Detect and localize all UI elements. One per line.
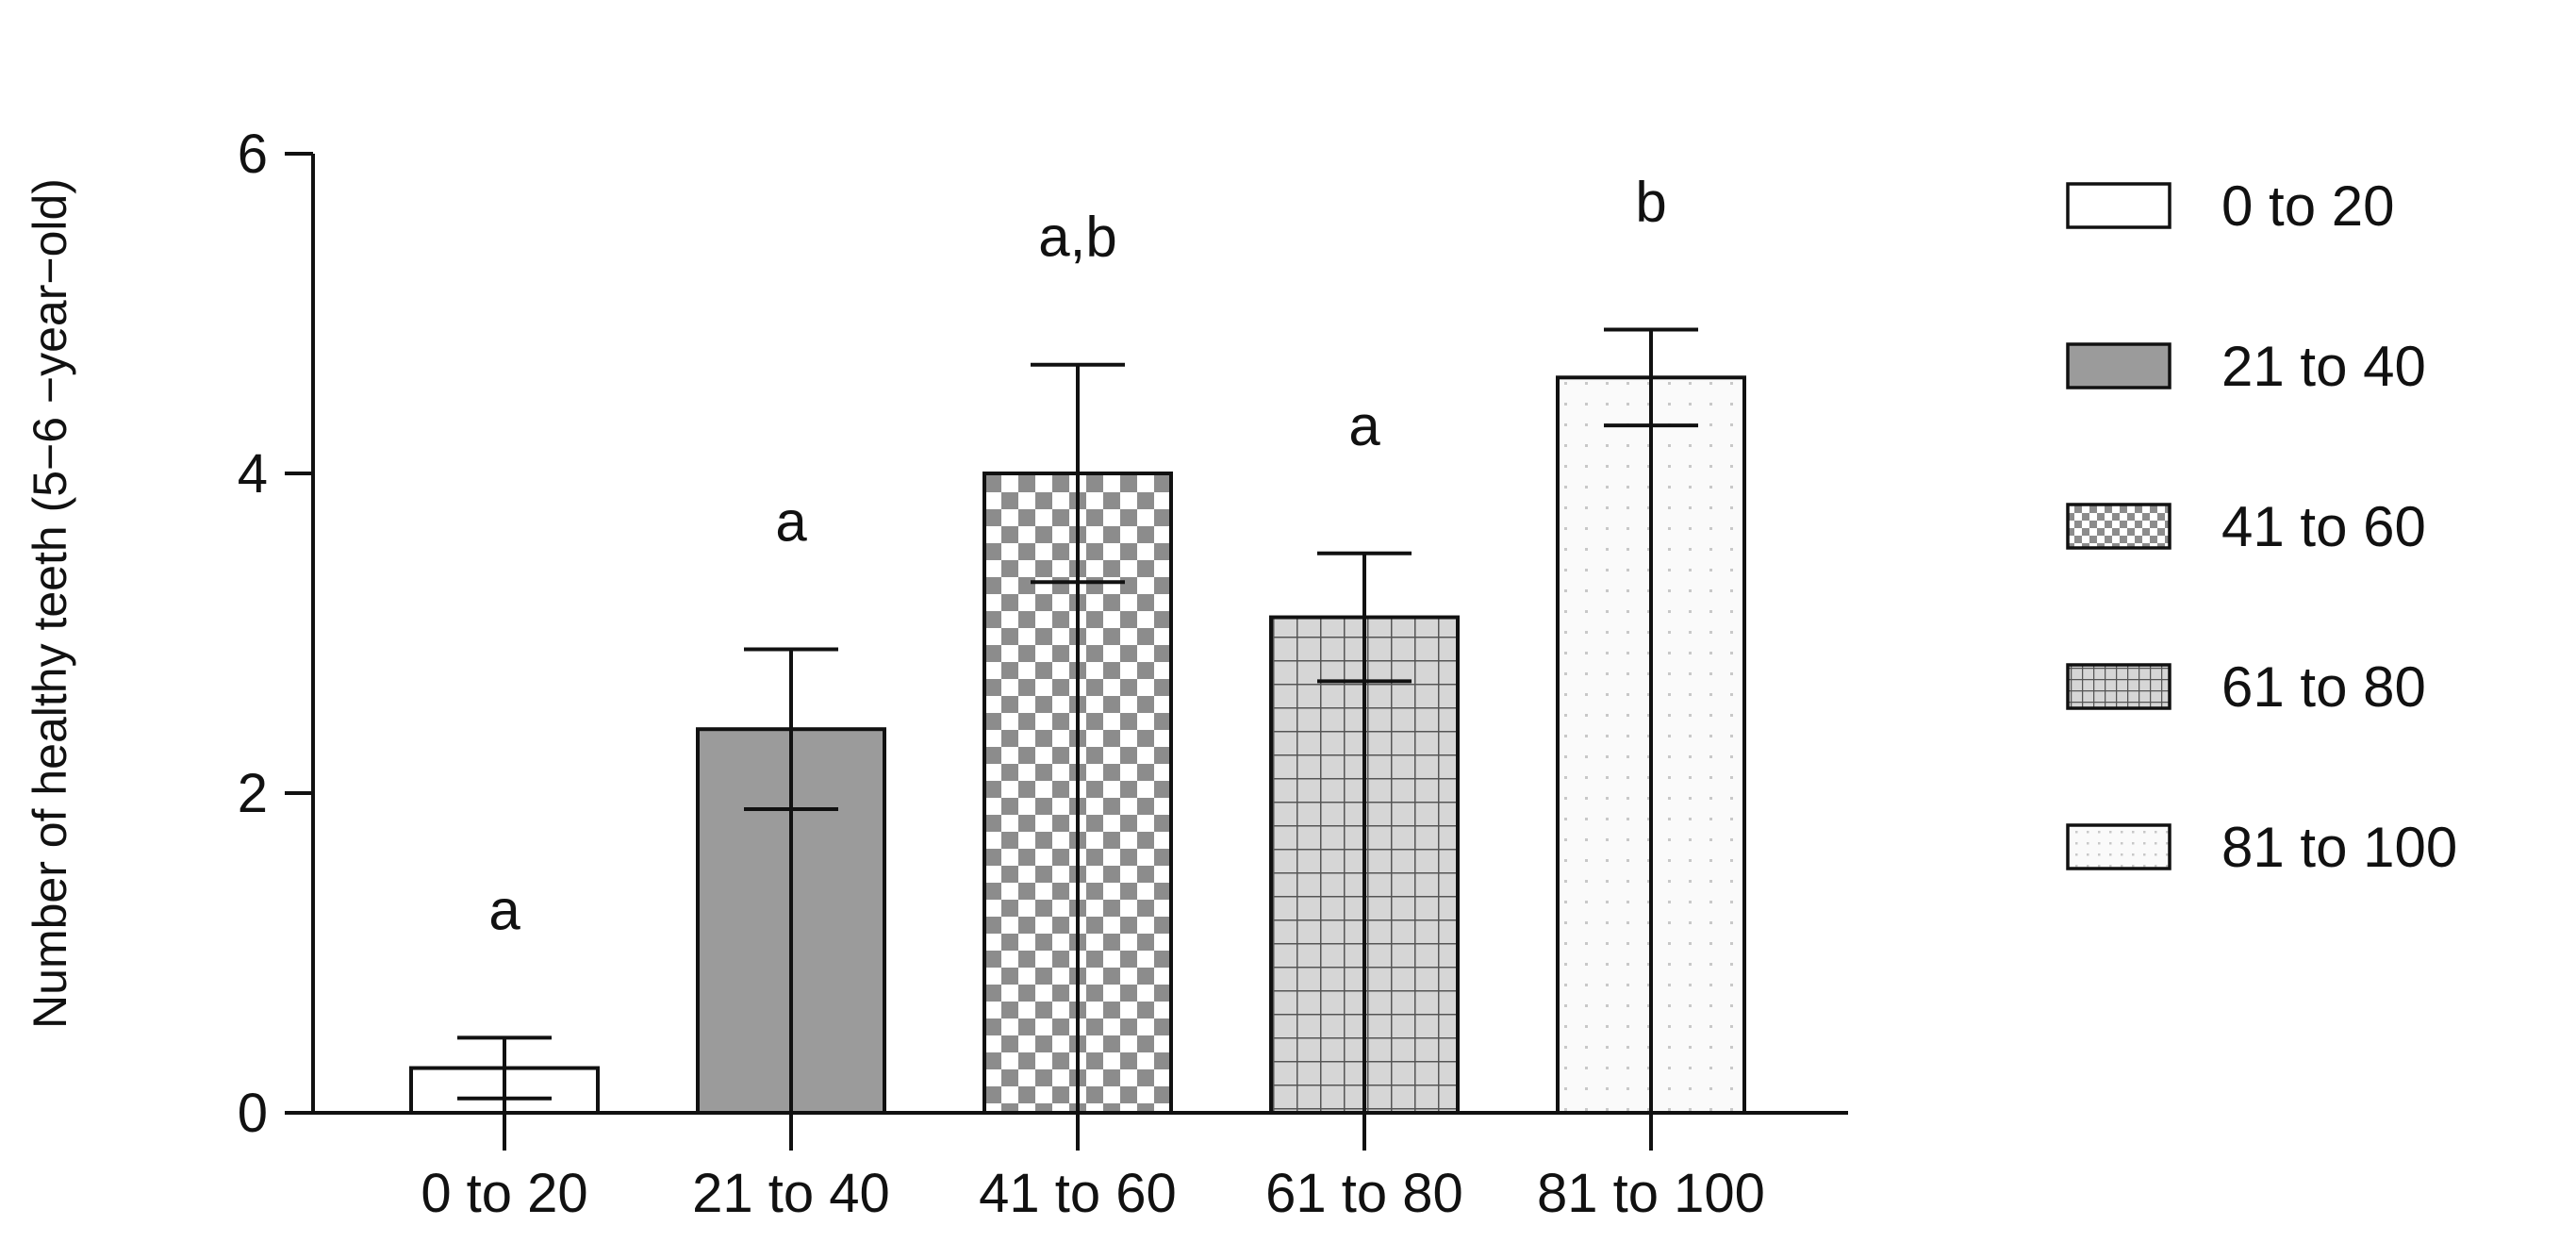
- x-tick-label: 81 to 100: [1537, 1163, 1765, 1224]
- legend-swatch: [2066, 663, 2171, 710]
- legend-label: 21 to 40: [2221, 335, 2426, 398]
- legend-item: 0 to 20: [2066, 174, 2395, 238]
- legend-label: 0 to 20: [2221, 174, 2395, 238]
- y-ticks: 0 2 4 6: [238, 124, 313, 1144]
- y-tick-label: 4: [238, 443, 268, 505]
- x-tick-label: 41 to 60: [979, 1163, 1177, 1224]
- x-tick-label: 0 to 20: [421, 1163, 587, 1224]
- legend-swatch: [2066, 342, 2171, 389]
- significance-letter: a: [488, 878, 520, 941]
- legend-item: 41 to 60: [2066, 495, 2426, 558]
- x-tick-label: 21 to 40: [692, 1163, 890, 1224]
- legend-swatch: [2066, 182, 2171, 229]
- y-tick-label: 6: [238, 124, 268, 185]
- significance-letter: a: [775, 489, 807, 553]
- y-tick-label: 2: [238, 763, 268, 824]
- significance-letters: a a a,b a b: [488, 170, 1666, 941]
- significance-letter: a: [1348, 394, 1380, 457]
- x-ticks: 0 to 20 21 to 40 41 to 60 61 to 80 81 to 100: [421, 1163, 1765, 1224]
- legend-swatch: [2066, 503, 2171, 550]
- legend-item: 81 to 100: [2066, 816, 2457, 879]
- legend-label: 41 to 60: [2221, 495, 2426, 558]
- x-tick-label: 61 to 80: [1265, 1163, 1463, 1224]
- legend-label: 61 to 80: [2221, 655, 2426, 719]
- significance-letter: b: [1635, 170, 1666, 233]
- error-bars: [457, 327, 1698, 1151]
- legend-item: 21 to 40: [2066, 335, 2426, 398]
- legend: 0 to 20 21 to 40 41 to 60 61 to 80 81 to 100: [2066, 174, 2457, 879]
- significance-letter: a,b: [1038, 206, 1116, 269]
- y-axis-label: Number of healthy teeth (5−6 −year−old): [24, 178, 76, 1029]
- y-tick-label: 0: [238, 1083, 268, 1144]
- legend-label: 81 to 100: [2221, 816, 2457, 879]
- legend-item: 61 to 80: [2066, 655, 2426, 719]
- legend-swatch: [2066, 823, 2171, 870]
